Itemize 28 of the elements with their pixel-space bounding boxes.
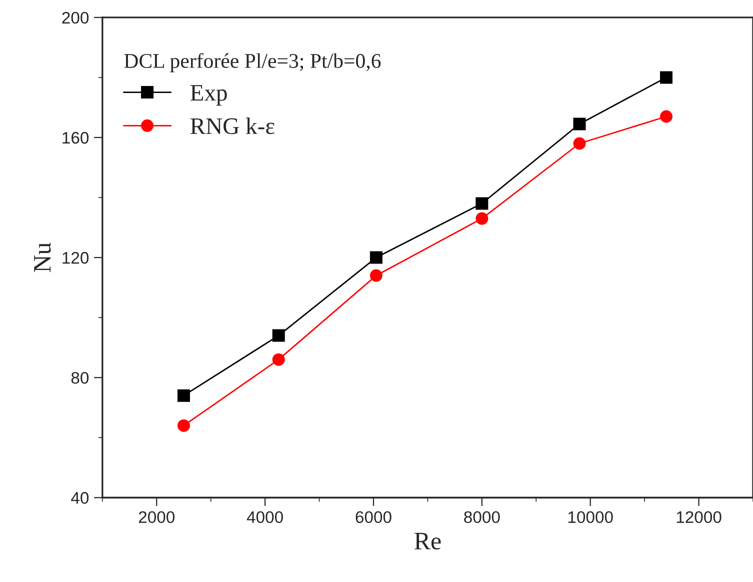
point bbox=[476, 197, 488, 210]
x-tick-label: 6000 bbox=[356, 511, 392, 524]
legend-title: DCL perforée Pl/e=3; Pt/b=0,6 bbox=[124, 53, 381, 72]
point bbox=[660, 71, 673, 84]
point bbox=[272, 329, 285, 342]
legend-label: Exp bbox=[190, 85, 227, 106]
point bbox=[476, 212, 488, 225]
y-tick-label: 160 bbox=[62, 132, 89, 144]
legend-label: RNG k-ε bbox=[190, 118, 274, 134]
point bbox=[272, 353, 285, 366]
x-tick-label: 2000 bbox=[138, 511, 175, 524]
point bbox=[573, 118, 586, 130]
y-tick-label: 80 bbox=[71, 372, 89, 384]
point bbox=[573, 137, 586, 150]
point bbox=[660, 110, 673, 123]
y-axis-title: Nu bbox=[34, 242, 51, 272]
point bbox=[177, 419, 190, 432]
point bbox=[370, 251, 382, 264]
x-tick-label: 4000 bbox=[246, 511, 283, 524]
y-tick-label: 120 bbox=[62, 252, 89, 264]
x-tick-label: 10000 bbox=[568, 511, 613, 524]
y-tick-label: 200 bbox=[62, 12, 89, 24]
point bbox=[177, 389, 190, 402]
point bbox=[370, 269, 382, 282]
y-tick-label: 40 bbox=[71, 492, 89, 504]
x-tick-label: 12000 bbox=[676, 511, 722, 524]
x-axis-title: Re bbox=[414, 532, 441, 550]
x-tick-label: 8000 bbox=[464, 511, 500, 524]
